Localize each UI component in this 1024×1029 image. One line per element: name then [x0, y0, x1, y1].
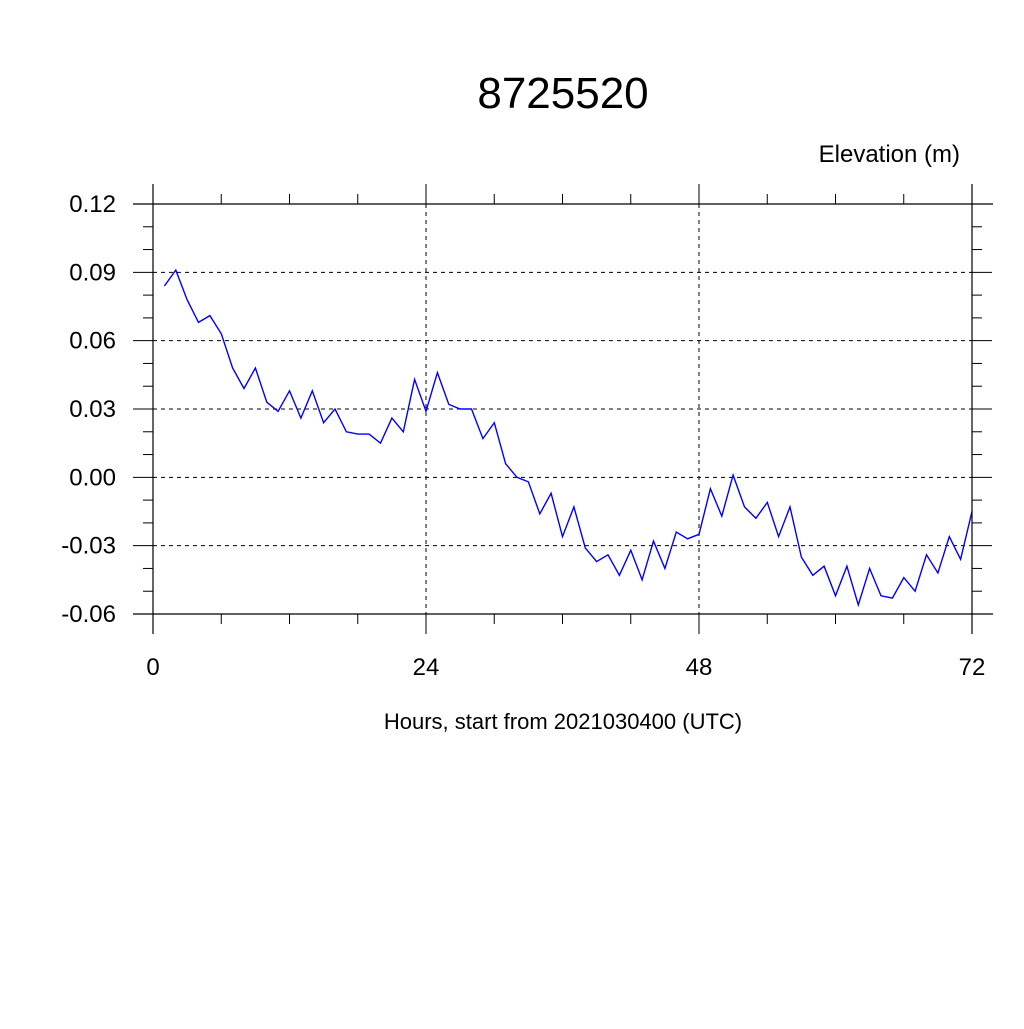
- series-layer: [163, 268, 973, 608]
- x-axis-label: Hours, start from 2021030400 (UTC): [384, 709, 742, 734]
- series-line: [163, 268, 973, 608]
- y-tick-label: -0.03: [61, 533, 116, 560]
- y-tick-label: -0.06: [61, 601, 116, 628]
- y-tick-label: 0.06: [69, 328, 116, 355]
- x-tick-label: 72: [959, 654, 986, 681]
- y-tick-label: 0.03: [69, 396, 116, 423]
- tick-layer: [133, 184, 992, 634]
- x-tick-label: 24: [413, 654, 440, 681]
- x-tick-label: 0: [146, 654, 159, 681]
- label-layer: -0.06 -0.03 0.00 0.03 0.06 0.09 0.12 0 24 48 72: [61, 191, 985, 681]
- y-tick-label: 0.09: [69, 259, 116, 286]
- y-tick-label: 0.12: [69, 191, 116, 218]
- x-tick-label: 48: [686, 654, 713, 681]
- chart-subtitle: Elevation (m): [819, 141, 960, 168]
- chart-title: 8725520: [477, 69, 648, 118]
- y-tick-label: 0.00: [69, 464, 116, 491]
